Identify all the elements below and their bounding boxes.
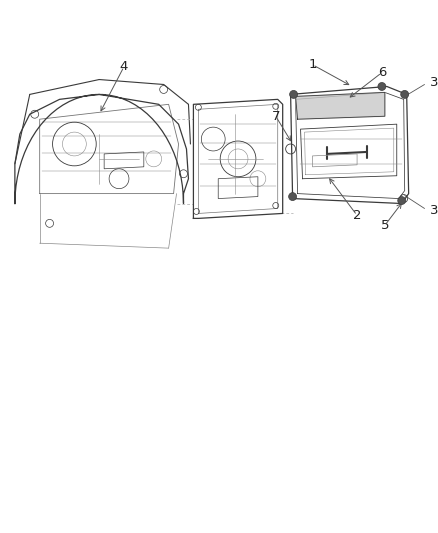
Circle shape	[378, 83, 386, 91]
Text: 6: 6	[378, 66, 386, 79]
Circle shape	[398, 197, 406, 205]
Text: 3: 3	[430, 76, 438, 89]
Circle shape	[290, 91, 297, 99]
Circle shape	[401, 91, 409, 99]
Text: 3: 3	[430, 204, 438, 217]
Text: 7: 7	[272, 110, 280, 123]
Text: 4: 4	[120, 60, 128, 73]
Text: 2: 2	[353, 209, 361, 222]
Text: 1: 1	[308, 58, 317, 71]
Text: 5: 5	[381, 219, 389, 232]
Circle shape	[289, 192, 297, 200]
Polygon shape	[296, 92, 385, 119]
